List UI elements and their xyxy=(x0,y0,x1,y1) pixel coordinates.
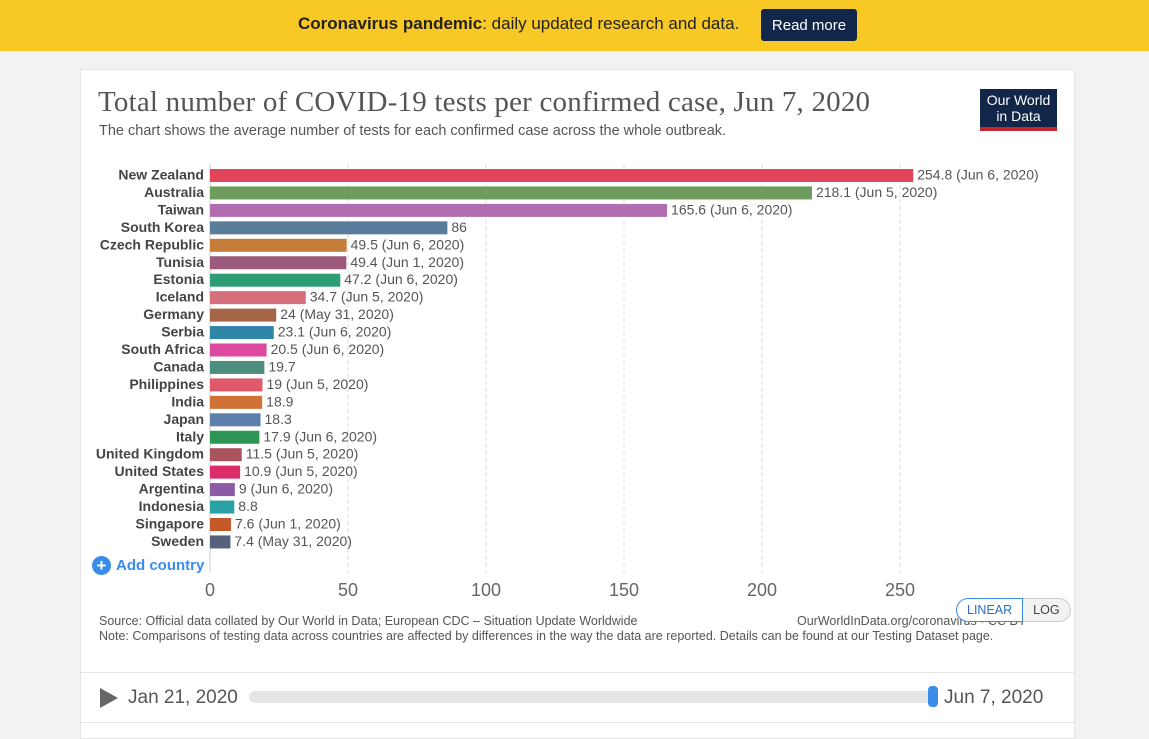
data-label: 254.8 (Jun 6, 2020) xyxy=(917,167,1038,183)
data-label: 34.7 (Jun 5, 2020) xyxy=(310,289,424,305)
country-label[interactable]: Tunisia xyxy=(156,254,204,270)
chart-subtitle: The chart shows the average number of te… xyxy=(99,123,727,139)
x-tick-label: 150 xyxy=(609,580,639,600)
bar[interactable] xyxy=(210,500,235,514)
bar[interactable] xyxy=(210,291,306,305)
add-country-button[interactable]: + Add country xyxy=(92,554,204,576)
bar[interactable] xyxy=(210,360,265,374)
country-label[interactable]: South Africa xyxy=(121,341,204,357)
country-label[interactable]: Iceland xyxy=(156,289,204,305)
country-label[interactable]: United States xyxy=(115,463,205,479)
country-label[interactable]: Australia xyxy=(144,184,204,200)
data-label: 9 (Jun 6, 2020) xyxy=(239,481,333,497)
data-label: 19.7 xyxy=(268,358,295,374)
country-label[interactable]: Serbia xyxy=(161,324,204,340)
country-label[interactable]: Indonesia xyxy=(139,498,205,514)
data-label: 23.1 (Jun 6, 2020) xyxy=(278,324,392,340)
bar[interactable] xyxy=(210,308,277,322)
timeline-end-date: Jun 7, 2020 xyxy=(944,687,1044,708)
x-tick-label: 200 xyxy=(747,580,777,600)
data-label: 24 (May 31, 2020) xyxy=(280,306,394,322)
data-label: 11.5 (Jun 5, 2020) xyxy=(246,446,359,462)
chart-title: Total number of COVID-19 tests per confi… xyxy=(98,86,871,118)
divider xyxy=(81,722,1074,723)
data-label: 49.4 (Jun 1, 2020) xyxy=(350,254,464,270)
timeline-track[interactable] xyxy=(249,691,935,703)
data-label: 20.5 (Jun 6, 2020) xyxy=(271,341,385,357)
x-tick-label: 250 xyxy=(885,580,915,600)
timeline-start-date: Jan 21, 2020 xyxy=(128,687,238,708)
linear-scale-button[interactable]: LINEAR xyxy=(956,598,1024,622)
country-label[interactable]: Japan xyxy=(164,411,204,427)
bar[interactable] xyxy=(210,186,812,200)
data-label: 47.2 (Jun 6, 2020) xyxy=(344,271,458,287)
plus-circle-icon: + xyxy=(92,555,111,575)
data-label: 18.9 xyxy=(266,393,293,409)
bar[interactable] xyxy=(210,448,242,462)
country-label[interactable]: Singapore xyxy=(136,516,205,532)
bar[interactable] xyxy=(210,483,235,497)
country-label[interactable]: New Zealand xyxy=(118,167,204,183)
data-label: 7.6 (Jun 1, 2020) xyxy=(235,516,341,532)
data-label: 19 (Jun 5, 2020) xyxy=(266,376,368,392)
bar[interactable] xyxy=(210,238,347,252)
data-label: 218.1 (Jun 5, 2020) xyxy=(816,184,937,200)
country-label[interactable]: Argentina xyxy=(139,481,205,497)
bar[interactable] xyxy=(210,326,274,340)
country-label[interactable]: United Kingdom xyxy=(96,446,204,462)
bar[interactable] xyxy=(210,518,231,531)
country-label[interactable]: South Korea xyxy=(121,219,204,235)
bar[interactable] xyxy=(210,256,347,270)
data-label: 17.9 (Jun 6, 2020) xyxy=(263,428,377,444)
read-more-button[interactable]: Read more xyxy=(761,9,857,41)
bar[interactable] xyxy=(210,221,448,235)
x-tick-label: 0 xyxy=(205,580,215,600)
data-label: 10.9 (Jun 5, 2020) xyxy=(244,463,358,479)
country-label[interactable]: Italy xyxy=(176,428,204,444)
bar[interactable] xyxy=(210,343,267,357)
divider xyxy=(81,672,1074,673)
bar[interactable] xyxy=(210,395,263,409)
country-label[interactable]: India xyxy=(171,393,204,409)
bar[interactable] xyxy=(210,535,231,549)
bar[interactable] xyxy=(210,413,261,427)
logo-line-1: Our World xyxy=(986,92,1051,108)
country-label[interactable]: Canada xyxy=(153,358,204,374)
data-label: 49.5 (Jun 6, 2020) xyxy=(351,236,465,252)
data-label: 7.4 (May 31, 2020) xyxy=(234,533,352,549)
country-label[interactable]: Germany xyxy=(143,306,204,322)
play-icon[interactable] xyxy=(100,688,118,708)
country-label[interactable]: Sweden xyxy=(151,533,204,549)
chart-note: Note: Comparisons of testing data across… xyxy=(99,629,994,643)
announcement-banner: Coronavirus pandemic: daily updated rese… xyxy=(0,0,1149,51)
country-label[interactable]: Czech Republic xyxy=(100,236,204,252)
banner-description: : daily updated research and data. xyxy=(482,14,740,33)
add-country-label: Add country xyxy=(116,556,205,574)
country-label[interactable]: Philippines xyxy=(129,376,204,392)
log-scale-button[interactable]: LOG xyxy=(1023,598,1071,622)
data-label: 18.3 xyxy=(265,411,292,427)
bar[interactable] xyxy=(210,378,263,392)
x-tick-label: 100 xyxy=(471,580,501,600)
banner-title[interactable]: Coronavirus pandemic xyxy=(298,14,483,33)
bar[interactable] xyxy=(210,430,260,444)
bar[interactable] xyxy=(210,273,341,287)
bar[interactable] xyxy=(210,465,241,479)
country-label[interactable]: Taiwan xyxy=(158,201,204,217)
x-tick-label: 50 xyxy=(338,580,358,600)
data-label: 8.8 xyxy=(238,498,258,514)
data-label: 165.6 (Jun 6, 2020) xyxy=(671,201,792,217)
owid-logo[interactable]: Our World in Data xyxy=(980,89,1057,131)
scale-toggle: LINEAR LOG xyxy=(956,598,1071,622)
chart-source: Source: Official data collated by Our Wo… xyxy=(99,614,638,628)
bar[interactable] xyxy=(210,169,914,182)
timeline-handle[interactable] xyxy=(928,686,938,707)
country-label[interactable]: Estonia xyxy=(153,271,204,287)
banner-text: Coronavirus pandemic: daily updated rese… xyxy=(298,14,739,34)
bar[interactable] xyxy=(210,203,668,217)
logo-line-2: in Data xyxy=(996,108,1041,124)
data-label: 86 xyxy=(451,219,467,235)
